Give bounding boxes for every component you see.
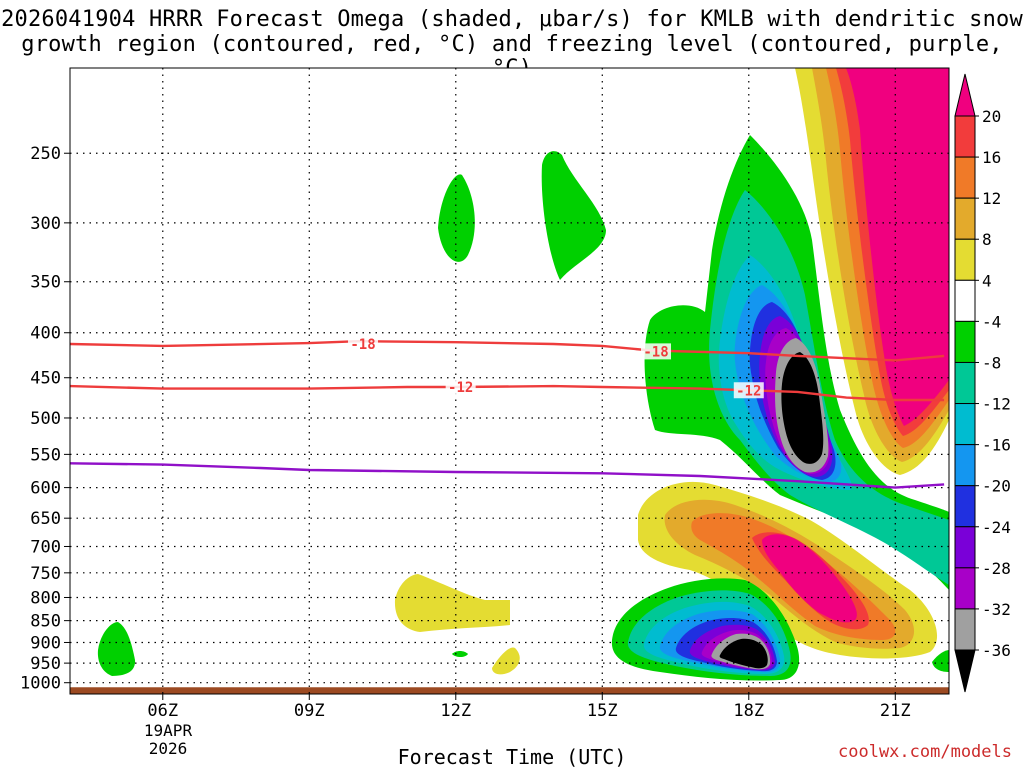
colorbar-bottom-arrow <box>954 649 976 693</box>
y-tick-label: 700 <box>30 537 61 557</box>
contour-lines <box>70 339 945 489</box>
plot-frame <box>69 67 950 695</box>
x-date-year-label: 2026 <box>149 739 188 758</box>
colorbar-label: -32 <box>982 600 1011 619</box>
colorbar-bin <box>954 238 976 281</box>
y-tick-label: 400 <box>30 324 61 344</box>
colorbar-label: -20 <box>982 477 1011 496</box>
x-tick-label: 21Z <box>880 701 911 721</box>
contour-line-0 <box>70 339 945 362</box>
colorbar-label: -24 <box>982 518 1011 537</box>
colorbar-label: -4 <box>982 312 1001 331</box>
colorbar-label: -12 <box>982 395 1011 414</box>
terrain-band <box>70 687 949 694</box>
contour-label: -18 <box>350 337 375 353</box>
y-tick-label: 850 <box>30 612 61 632</box>
colorbar-bin <box>954 608 976 651</box>
x-tick-label: 18Z <box>733 701 764 721</box>
colorbar-bin <box>954 279 976 322</box>
colorbar-bin <box>954 361 976 405</box>
colorbar-bin <box>954 567 976 610</box>
x-date-day-label: 19APR <box>144 721 193 740</box>
contour-label-bg <box>641 343 671 360</box>
colorbar-label: -28 <box>982 559 1011 578</box>
colorbar-bin <box>954 526 976 569</box>
y-tick-label: 650 <box>30 509 61 529</box>
colorbar-top-arrow <box>954 73 976 117</box>
contour-label-bg <box>733 382 764 399</box>
colorbar-label: 8 <box>982 230 992 249</box>
chart-title-line-2: growth region (contoured, red, °C) and f… <box>21 32 1003 81</box>
credit-text: coolwx.com/models <box>838 742 1012 762</box>
y-tick-label: 300 <box>30 214 61 234</box>
x-axis: 06Z 09Z 12Z 15Z 18Z 21Z <box>147 694 911 721</box>
y-tick-label: 350 <box>30 273 61 293</box>
y-tick-label: 950 <box>30 654 61 674</box>
omega-region-green-12z <box>438 174 475 262</box>
contour-label: -12 <box>736 383 761 399</box>
contour-label-bg <box>348 336 378 353</box>
contour-label: -18 <box>643 344 668 360</box>
omega-shaded-field <box>97 68 949 681</box>
colorbar-bin <box>954 156 976 199</box>
colorbar-label: 20 <box>982 107 1001 126</box>
omega-region-black-low <box>719 638 768 669</box>
omega-region-yellow-11z <box>394 574 510 632</box>
contour-labels: -18 -18 -12 -12 <box>348 336 764 399</box>
y-tick-label: 750 <box>30 564 61 584</box>
contour-label-bg <box>445 378 476 395</box>
y-axis: 2503003504004505005506006507007508008509… <box>20 144 70 694</box>
omega-region-green-05z <box>97 622 136 676</box>
y-tick-label: 250 <box>30 144 61 164</box>
omega-region-yellow-13z <box>492 647 520 675</box>
colorbar-label: 4 <box>982 271 992 290</box>
y-tick-label: 1000 <box>20 674 61 694</box>
colorbar-label: -8 <box>982 353 1001 372</box>
colorbar-bin <box>954 485 976 528</box>
x-tick-label: 12Z <box>440 701 471 721</box>
y-tick-label: 900 <box>30 633 61 653</box>
y-tick-label: 500 <box>30 409 61 429</box>
x-tick-label: 06Z <box>147 701 178 721</box>
omega-region-magenta-upper <box>846 68 949 426</box>
x-axis-title: Forecast Time (UTC) <box>397 745 627 769</box>
contour-line-2 <box>70 462 945 489</box>
colorbar-bin <box>954 320 976 363</box>
y-tick-label: 600 <box>30 479 61 499</box>
colorbar-bin <box>954 115 976 158</box>
colorbar-label: 16 <box>982 148 1001 167</box>
contour-line-1 <box>70 384 945 402</box>
omega-region-magenta-low <box>762 534 857 623</box>
y-tick-label: 800 <box>30 588 61 608</box>
colorbar-label: 12 <box>982 189 1001 208</box>
y-tick-label: 550 <box>30 445 61 465</box>
colorbar-bin <box>954 197 976 240</box>
colorbar-label: -36 <box>982 641 1011 660</box>
colorbar-label: -16 <box>982 436 1011 455</box>
omega-region-green-14z <box>541 151 606 280</box>
y-tick-label: 450 <box>30 369 61 389</box>
contour-label: -12 <box>448 380 473 396</box>
colorbar-bin <box>954 403 976 446</box>
x-tick-label: 15Z <box>587 701 618 721</box>
omega-region-green-22z <box>932 650 949 672</box>
omega-region-green-12z-low <box>452 651 468 657</box>
chart-title-line-1: 2026041904 HRRR Forecast Omega (shaded, … <box>1 7 1023 32</box>
colorbar-bin <box>954 444 976 487</box>
colorbar: 20 16 12 8 4 -4 -8 -12 -16 -20 -24 -28 -32 -36 <box>954 73 1011 693</box>
omega-region-black-mid <box>781 352 824 464</box>
x-tick-label: 09Z <box>294 701 325 721</box>
